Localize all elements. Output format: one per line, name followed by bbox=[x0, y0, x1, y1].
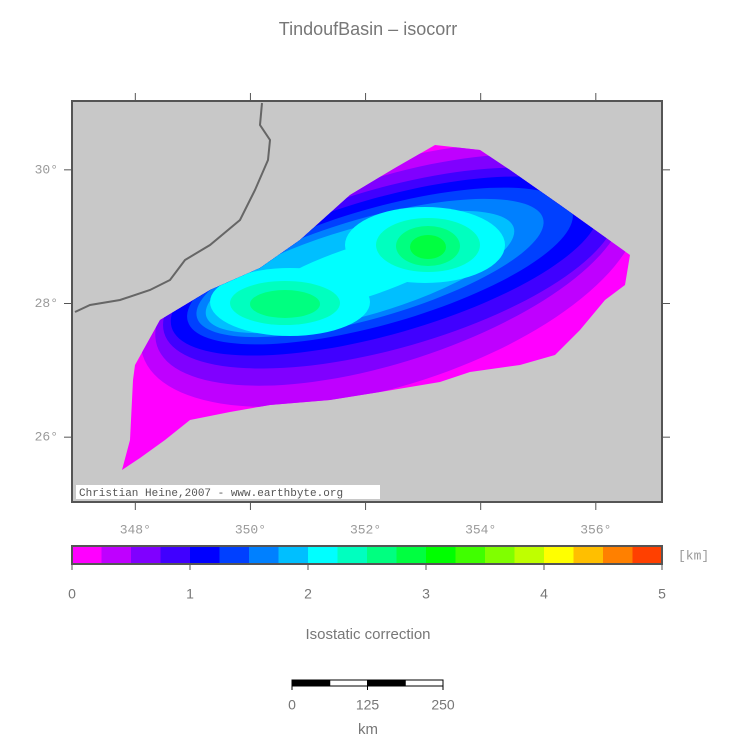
colorbar-segment bbox=[544, 546, 574, 564]
map-frame bbox=[71, 100, 663, 503]
colorbar-segment bbox=[455, 546, 485, 564]
colorbar-title: Isostatic correction bbox=[305, 626, 430, 643]
colorbar-tick-label: 4 bbox=[540, 586, 548, 602]
coastline bbox=[74, 102, 272, 313]
colorbar-segment bbox=[219, 546, 249, 564]
title: TindoufBasin – isocorr bbox=[279, 19, 457, 39]
colorbar-segment bbox=[308, 546, 338, 564]
scale-segment bbox=[329, 679, 368, 687]
scale-tick-label: 250 bbox=[431, 697, 455, 713]
x-tick-label: 354° bbox=[465, 522, 496, 537]
colorbar-tick-label: 3 bbox=[422, 586, 430, 602]
x-tick-label: 348° bbox=[120, 522, 151, 537]
colorbar-segment bbox=[101, 546, 131, 564]
credit: Christian Heine,2007 - www.earthbyte.org bbox=[79, 488, 343, 500]
colorbar-unit: [km] bbox=[678, 548, 709, 563]
scale-tick-label: 125 bbox=[356, 697, 380, 713]
colorbar-segment bbox=[131, 546, 161, 564]
scale-unit: km bbox=[358, 721, 378, 738]
colorbar-tick-label: 2 bbox=[304, 586, 312, 602]
colorbar-segment bbox=[278, 546, 308, 564]
colorbar-tick-label: 0 bbox=[68, 586, 76, 602]
colorbar-segment bbox=[337, 546, 367, 564]
colorbar-segment bbox=[72, 546, 102, 564]
correction-field bbox=[122, 145, 630, 470]
y-tick-label: 30° bbox=[35, 162, 58, 177]
colorbar-segment bbox=[190, 546, 220, 564]
colorbar-segment bbox=[249, 546, 279, 564]
colorbar-frame bbox=[71, 545, 663, 565]
scale-segment bbox=[404, 679, 444, 687]
colorbar-tick-label: 5 bbox=[658, 586, 666, 602]
scale-tick-label: 0 bbox=[288, 697, 296, 713]
colorbar-segment bbox=[396, 546, 426, 564]
colorbar-segment bbox=[603, 546, 633, 564]
colorbar-segment bbox=[160, 546, 190, 564]
colorbar-segment bbox=[632, 546, 662, 564]
scale-segment bbox=[367, 679, 406, 687]
colorbar-segment bbox=[514, 546, 544, 564]
x-tick-label: 350° bbox=[235, 522, 266, 537]
y-tick-label: 26° bbox=[35, 430, 58, 445]
scale-segment bbox=[291, 679, 331, 687]
colorbar-segment bbox=[426, 546, 456, 564]
x-tick-label: 356° bbox=[580, 522, 611, 537]
colorbar-segment bbox=[573, 546, 603, 564]
colorbar-tick-label: 1 bbox=[186, 586, 194, 602]
colorbar-segment bbox=[367, 546, 397, 564]
y-tick-label: 28° bbox=[35, 296, 58, 311]
x-tick-label: 352° bbox=[350, 522, 381, 537]
credit-box bbox=[76, 485, 380, 499]
colorbar-segment bbox=[485, 546, 515, 564]
